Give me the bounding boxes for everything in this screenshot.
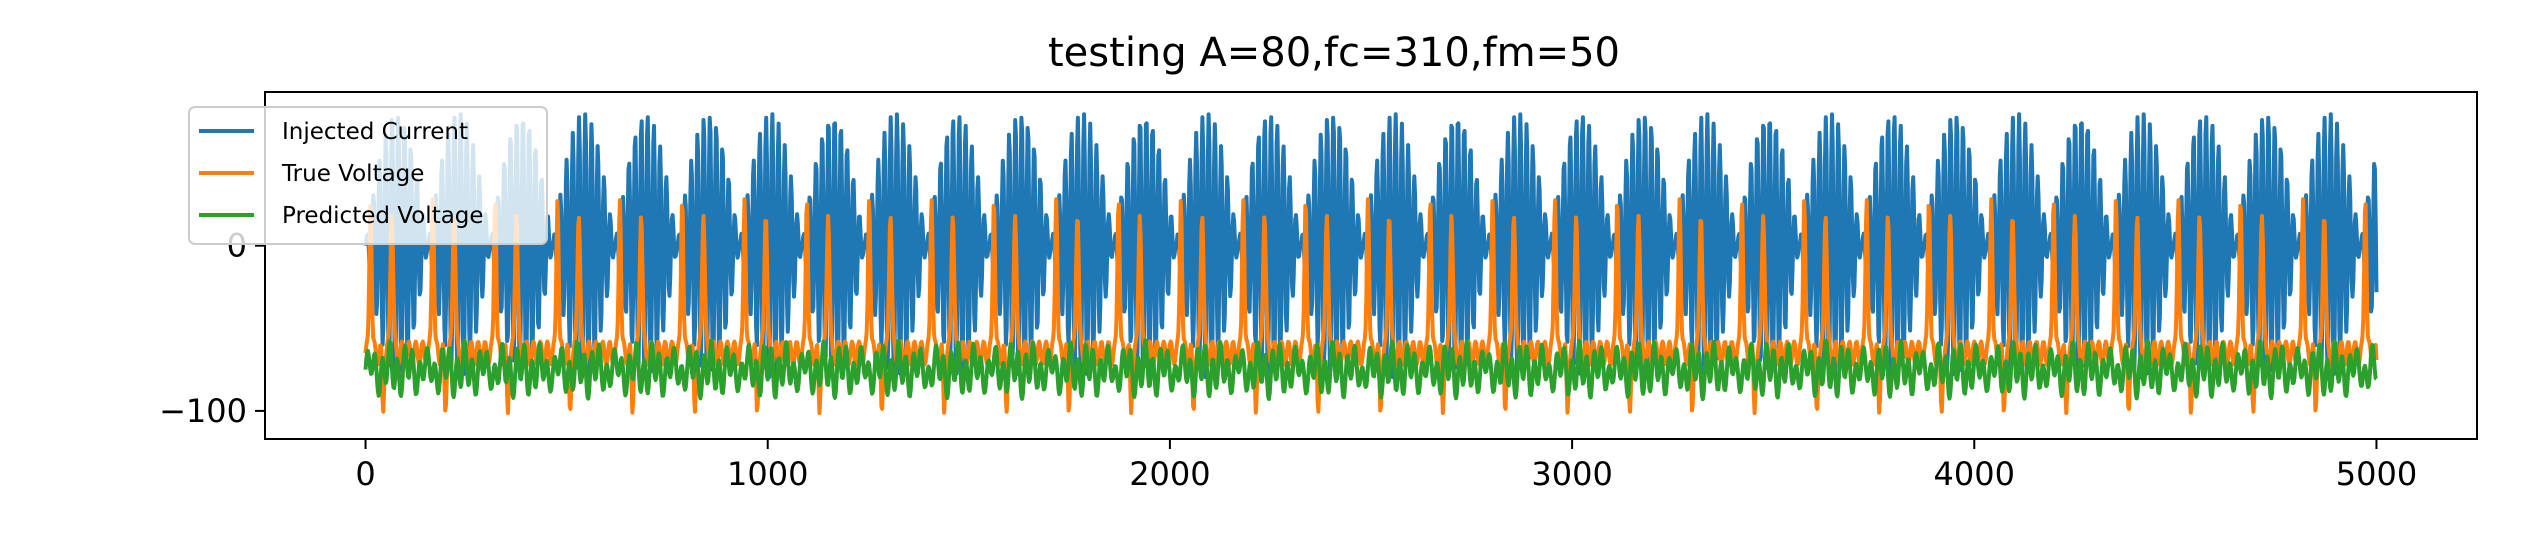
x-tick-label: 0 xyxy=(355,455,375,493)
series-line-predicted-voltage xyxy=(363,338,2378,402)
legend-label: Predicted Voltage xyxy=(282,203,484,229)
series-line-true-voltage xyxy=(363,197,2379,415)
plot-frame xyxy=(264,91,2478,440)
x-tick-label: 2000 xyxy=(1129,455,1210,493)
series-layer xyxy=(363,112,2379,415)
x-tick-label: 3000 xyxy=(1531,455,1612,493)
legend: Injected Current True Voltage Predicted Vo… xyxy=(188,106,548,245)
x-tick-label: 5000 xyxy=(2336,455,2417,493)
x-tick-label: 4000 xyxy=(1934,455,2015,493)
legend-label: True Voltage xyxy=(281,161,424,187)
y-axis: 0−100 xyxy=(159,227,265,430)
series-line-injected-current xyxy=(363,112,2379,380)
legend-label: Injected Current xyxy=(282,119,468,145)
legend-box xyxy=(188,106,548,245)
x-axis: 0 1000 2000 3000 4000 5000 xyxy=(355,439,2417,493)
chart-title: testing A=80,fc=310,fm=50 xyxy=(1048,30,1620,76)
x-tick-label: 1000 xyxy=(727,455,808,493)
y-tick-label: −100 xyxy=(159,392,247,430)
